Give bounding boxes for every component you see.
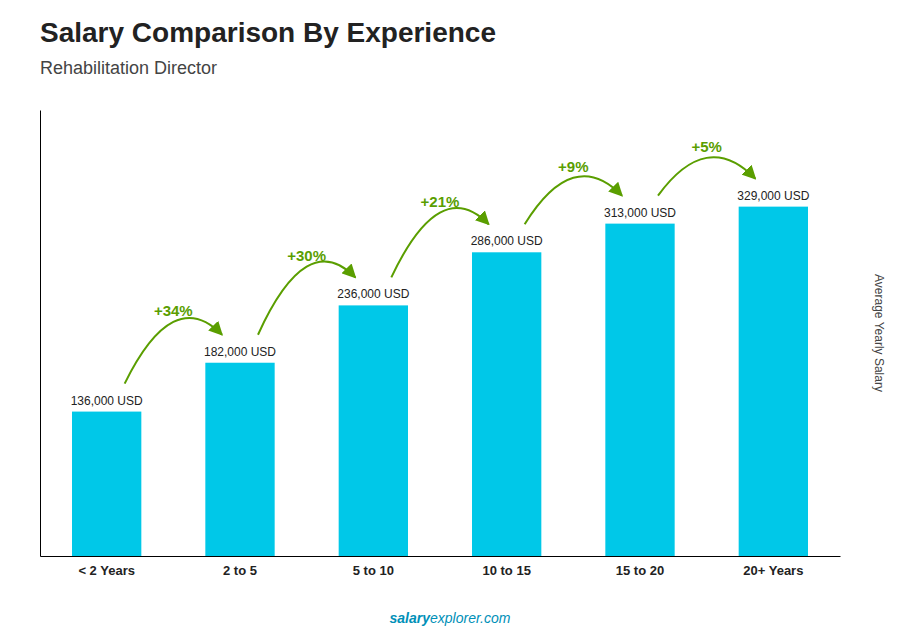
x-tick: 20+ Years [743,563,803,578]
chart-svg: Salary Comparison By Experience Rehabilit… [0,0,900,641]
x-tick-label: 15 to 20 [616,563,664,578]
x-tick: < 2 Years [78,563,135,578]
data-label: 329,000 USD [737,189,809,203]
data-label: 236,000 USD [337,287,409,301]
x-tick-label: 5 to 10 [353,563,394,578]
footer-bold: salary [390,610,432,626]
x-tick-label: 2 to 5 [223,563,257,578]
data-label: 182,000 USD [204,345,276,359]
change-label: +21% [421,193,460,210]
y-axis [40,111,41,557]
bars [72,207,808,556]
x-tick-label: 10 to 15 [482,563,530,578]
bar [72,412,141,556]
change-arrow [125,318,222,384]
x-tick: 5 to 10 [353,563,394,578]
change-label: +34% [154,302,193,319]
x-axis: < 2 Years 2 to 5 5 to 10 10 to 15 15 to 20 20… [41,557,841,579]
change-arrow [258,262,355,335]
change-arrow [391,208,488,277]
bar [739,207,808,556]
bar [605,224,674,556]
change-annotations: +34% +30% +21% +9% +5% [125,138,756,384]
subtitle: Rehabilitation Director [40,58,217,78]
x-tick: 2 to 5 [223,563,257,578]
data-label: 313,000 USD [604,206,676,220]
change-label: +9% [558,158,588,175]
bar [205,363,274,556]
change-label: +30% [287,247,326,264]
x-tick-label: < 2 Years [78,563,135,578]
plot-area: < 2 Years 2 to 5 5 to 10 10 to 15 15 to 20 20… [41,111,841,579]
data-label: 136,000 USD [71,394,143,408]
x-tick-label: 20+ Years [743,563,803,578]
y-axis-line [40,111,41,557]
footer-regular: explorer.com [430,610,511,626]
change-arrow [658,157,755,195]
bar [339,305,408,556]
y-axis-title: Average Yearly Salary [872,274,886,392]
data-labels: 136,000 USD 182,000 USD 236,000 USD 286,000… [71,189,810,408]
change-label: +5% [691,138,721,155]
data-label: 286,000 USD [471,234,543,248]
x-tick: 10 to 15 [482,563,530,578]
x-axis-line [41,556,841,557]
chart-container: Salary Comparison By Experience Rehabilit… [0,0,900,641]
change-arrow [525,176,622,224]
bar [472,252,541,556]
x-tick: 15 to 20 [616,563,664,578]
title: Salary Comparison By Experience [40,17,496,48]
footer: salaryexplorer.com [390,610,511,626]
